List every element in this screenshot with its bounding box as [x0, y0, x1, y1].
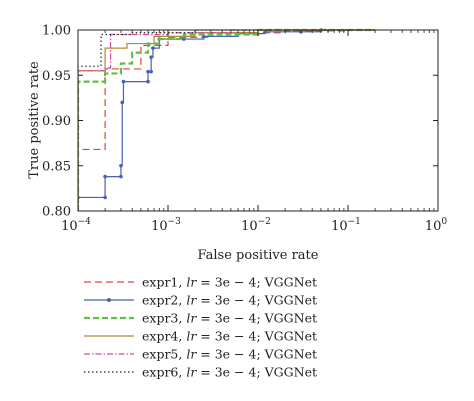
legend-lr-variable: lr	[186, 311, 197, 326]
series-marker-expr2	[149, 55, 153, 59]
series-marker-expr2	[121, 79, 126, 84]
legend-marker-expr2	[107, 298, 111, 302]
legend-lr-value: = 3e − 4; VGGNet	[196, 329, 317, 344]
legend-label-expr3: expr3, lr = 3e − 4; VGGNet	[142, 311, 317, 326]
series-marker-expr2	[149, 69, 153, 74]
series-marker-expr2	[146, 79, 150, 84]
legend-label-expr4: expr4, lr = 3e − 4; VGGNet	[142, 329, 317, 344]
series-line-expr3	[78, 28, 376, 211]
series-marker-expr2	[146, 69, 150, 74]
x-tick-exponent: −3	[168, 217, 182, 227]
legend-series-name: expr5,	[142, 347, 186, 362]
legend-lr-variable: lr	[186, 275, 197, 290]
y-tick-label: 1.00	[42, 24, 71, 39]
x-tick-label: 10−3	[151, 217, 181, 234]
x-tick-exponent: −1	[348, 217, 361, 227]
legend-series-name: expr2,	[142, 293, 186, 308]
x-tick-base: 10	[241, 219, 258, 234]
series-marker-expr2	[120, 100, 125, 105]
x-tick-label: 10−1	[331, 217, 361, 234]
x-tick-label: 100	[425, 217, 448, 234]
x-tick-exponent: −2	[258, 217, 271, 227]
legend-lr-value: = 3e − 4; VGGNet	[196, 311, 317, 326]
x-tick-base: 10	[425, 219, 442, 234]
legend-lr-value: = 3e − 4; VGGNet	[196, 347, 317, 362]
x-axis-label: False positive rate	[198, 248, 319, 263]
x-tick-label: 10−2	[241, 217, 271, 234]
legend-lr-variable: lr	[186, 293, 197, 308]
legend-lr-variable: lr	[186, 347, 197, 362]
series-marker-expr2	[182, 37, 186, 41]
y-tick-label: 0.80	[42, 205, 71, 220]
legend-label-expr6: expr6, lr = 3e − 4; VGGNet	[142, 365, 317, 380]
series-marker-expr2	[103, 174, 107, 179]
legend-label-expr1: expr1, lr = 3e − 4; VGGNet	[142, 275, 317, 290]
series-marker-expr2	[151, 46, 155, 50]
legend-series-name: expr3,	[142, 311, 186, 326]
y-tick-label: 0.85	[42, 159, 71, 174]
legend-lr-value: = 3e − 4; VGGNet	[196, 275, 317, 290]
x-tick-exponent: −4	[78, 217, 92, 227]
x-tick-exponent: 0	[441, 217, 447, 227]
x-tick-label: 10−4	[61, 217, 91, 234]
y-tick-label: 0.95	[42, 69, 71, 84]
legend-lr-value: = 3e − 4; VGGNet	[196, 293, 317, 308]
y-tick-label: 0.90	[42, 114, 71, 129]
legend-lr-variable: lr	[186, 365, 197, 380]
x-tick-base: 10	[331, 219, 348, 234]
x-tick-base: 10	[61, 219, 78, 234]
series-marker-expr2	[119, 163, 123, 168]
legend-label-expr2: expr2, lr = 3e − 4; VGGNet	[142, 293, 317, 308]
series-marker-expr2	[103, 195, 107, 200]
series-marker-expr2	[119, 174, 123, 179]
legend-series-name: expr6,	[142, 365, 186, 380]
legend-label-expr5: expr5, lr = 3e − 4; VGGNet	[142, 347, 317, 362]
series-line-expr1	[78, 29, 376, 211]
legend-lr-variable: lr	[186, 329, 197, 344]
y-axis-label: True positive rate	[27, 61, 42, 179]
legend-lr-value: = 3e − 4; VGGNet	[196, 365, 317, 380]
legend-series-name: expr1,	[142, 275, 186, 290]
x-tick-base: 10	[151, 219, 168, 234]
legend-series-name: expr4,	[142, 329, 186, 344]
